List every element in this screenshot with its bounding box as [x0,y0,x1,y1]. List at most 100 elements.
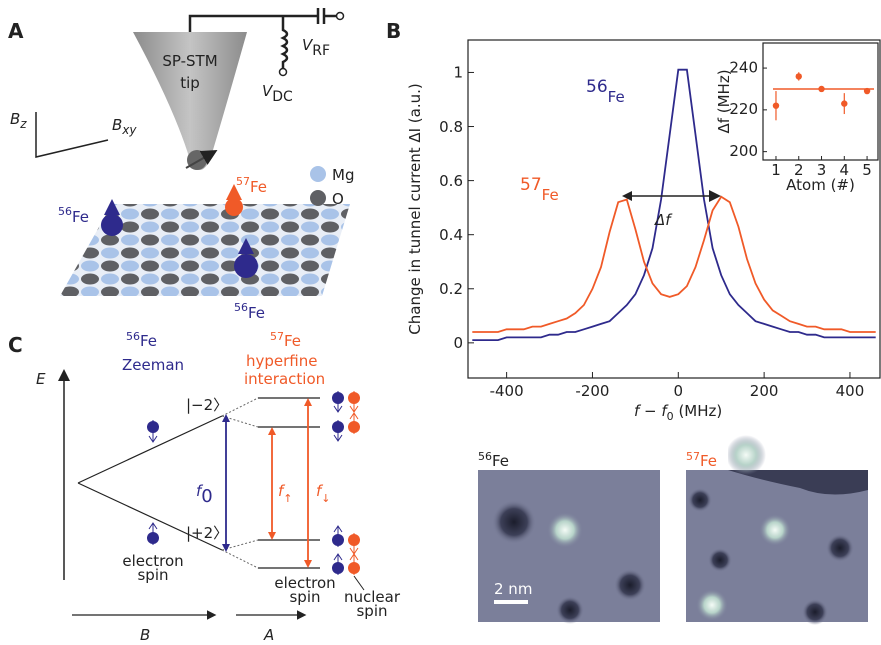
heading: hyperfine [246,352,317,370]
levels [258,397,320,569]
plot-frame [762,42,879,161]
mass: 56 [234,301,248,314]
mass: 56 [126,330,140,343]
mass: 57 [236,175,250,188]
y-tick-label: 240 [729,58,758,76]
label-box [686,440,728,470]
x-tick-label: 3 [817,161,827,179]
x-tick-label: 0 [674,382,684,400]
element: Fe [542,186,559,204]
axis-label: A [263,626,274,644]
note: nuclear [344,588,401,606]
axes [35,112,109,158]
note: electron [274,574,335,592]
element: Fe [248,304,265,322]
stm-tip [133,32,247,170]
b-xy: Bxy [112,116,137,137]
annotation: Δf [654,211,673,229]
spectrum-line [472,68,876,341]
symbol: B [112,116,122,134]
atom-label: 57Fe [236,175,267,196]
ket: |+2〉 [186,524,228,542]
panel-b: B [386,19,401,43]
subscript: DC [272,89,293,105]
y-tick-label: 0.4 [439,226,463,244]
point [841,100,848,107]
note: spin [356,602,387,620]
label-box [478,440,518,470]
x-axis-label: f − f0 (MHz) [634,402,722,423]
x-tick-label: 200 [750,382,779,400]
subscript: 0 [201,486,212,507]
note: electron [122,552,183,570]
tip-spin [185,150,218,169]
x-axis-label: Atom (#) [786,176,855,194]
subscript: ↑ [283,492,292,505]
heading: 57Fe [270,330,301,350]
heading: interaction [244,370,325,388]
splitting-lines [221,397,259,569]
f0: f0 [196,482,213,507]
terminal [335,11,345,21]
y-tick-label: 0.8 [439,118,463,136]
tip-atom [187,150,207,170]
panel-b-annotations: 56Fe 57Fe Δf [520,77,721,229]
mass: 56 [586,77,608,97]
y-tick-label: 0.2 [439,280,463,298]
point [818,85,825,93]
y-axis-label: Change in tunnel current ΔI (a.u.) [406,83,424,334]
pointer [353,575,365,591]
panel-label: B [386,19,401,43]
x-tick-label: -400 [490,382,524,400]
stm-images: 56Fe 2 nm 57Fe [478,435,868,625]
subscript: ↓ [321,492,330,505]
atom-label: 56Fe [234,301,265,322]
panel-a: A SP-STM tip VRF VDC Bz Bxy 56Fe 57Fe 56… [8,8,354,322]
x-label-part: (MHz) [674,402,723,420]
spin-icons [147,391,360,575]
tip-label: tip [180,74,200,92]
mass: 57 [686,450,700,463]
symbol: B [10,110,20,128]
x-label-part: 0 [667,410,674,423]
subscript: RF [312,43,330,59]
inductor [280,16,289,68]
point [772,102,780,109]
element: Fe [250,178,267,196]
x-tick-label: 1 [771,161,781,179]
heading: 56Fe [126,330,157,350]
mass: 56 [478,450,492,463]
point [863,87,871,95]
symbol: f [278,482,286,500]
v-rf: VRF [302,36,330,59]
y-tick-label: 0 [453,334,463,352]
subscript: z [19,117,27,131]
ket: |−2〉 [186,396,228,414]
annotation: 56Fe [586,77,625,106]
element: Fe [492,452,509,470]
panel-label: C [8,333,23,357]
y-axis-label: Δf (MHz) [715,69,733,133]
atom-label: 56Fe [58,205,89,226]
element: Fe [700,452,717,470]
heading: Zeeman [122,356,184,374]
tip-label: SP-STM [162,52,217,70]
zeeman-lines [77,415,223,551]
element: Fe [608,88,625,106]
y-tick-label: 1 [453,64,463,82]
terminal [278,67,288,77]
x-tick-label: 5 [862,161,872,179]
x-tick-label: -200 [575,382,609,400]
symbol: V [262,82,274,100]
element: Fe [72,208,89,226]
x-tick-label: 400 [836,382,865,400]
element: Fe [140,332,157,350]
note: spin [137,566,168,584]
axis-label: E [36,370,46,388]
image-label: 56Fe [478,450,509,470]
element: Fe [284,332,301,350]
spectrum-line [472,195,876,333]
x-tick-label: 4 [840,161,850,179]
